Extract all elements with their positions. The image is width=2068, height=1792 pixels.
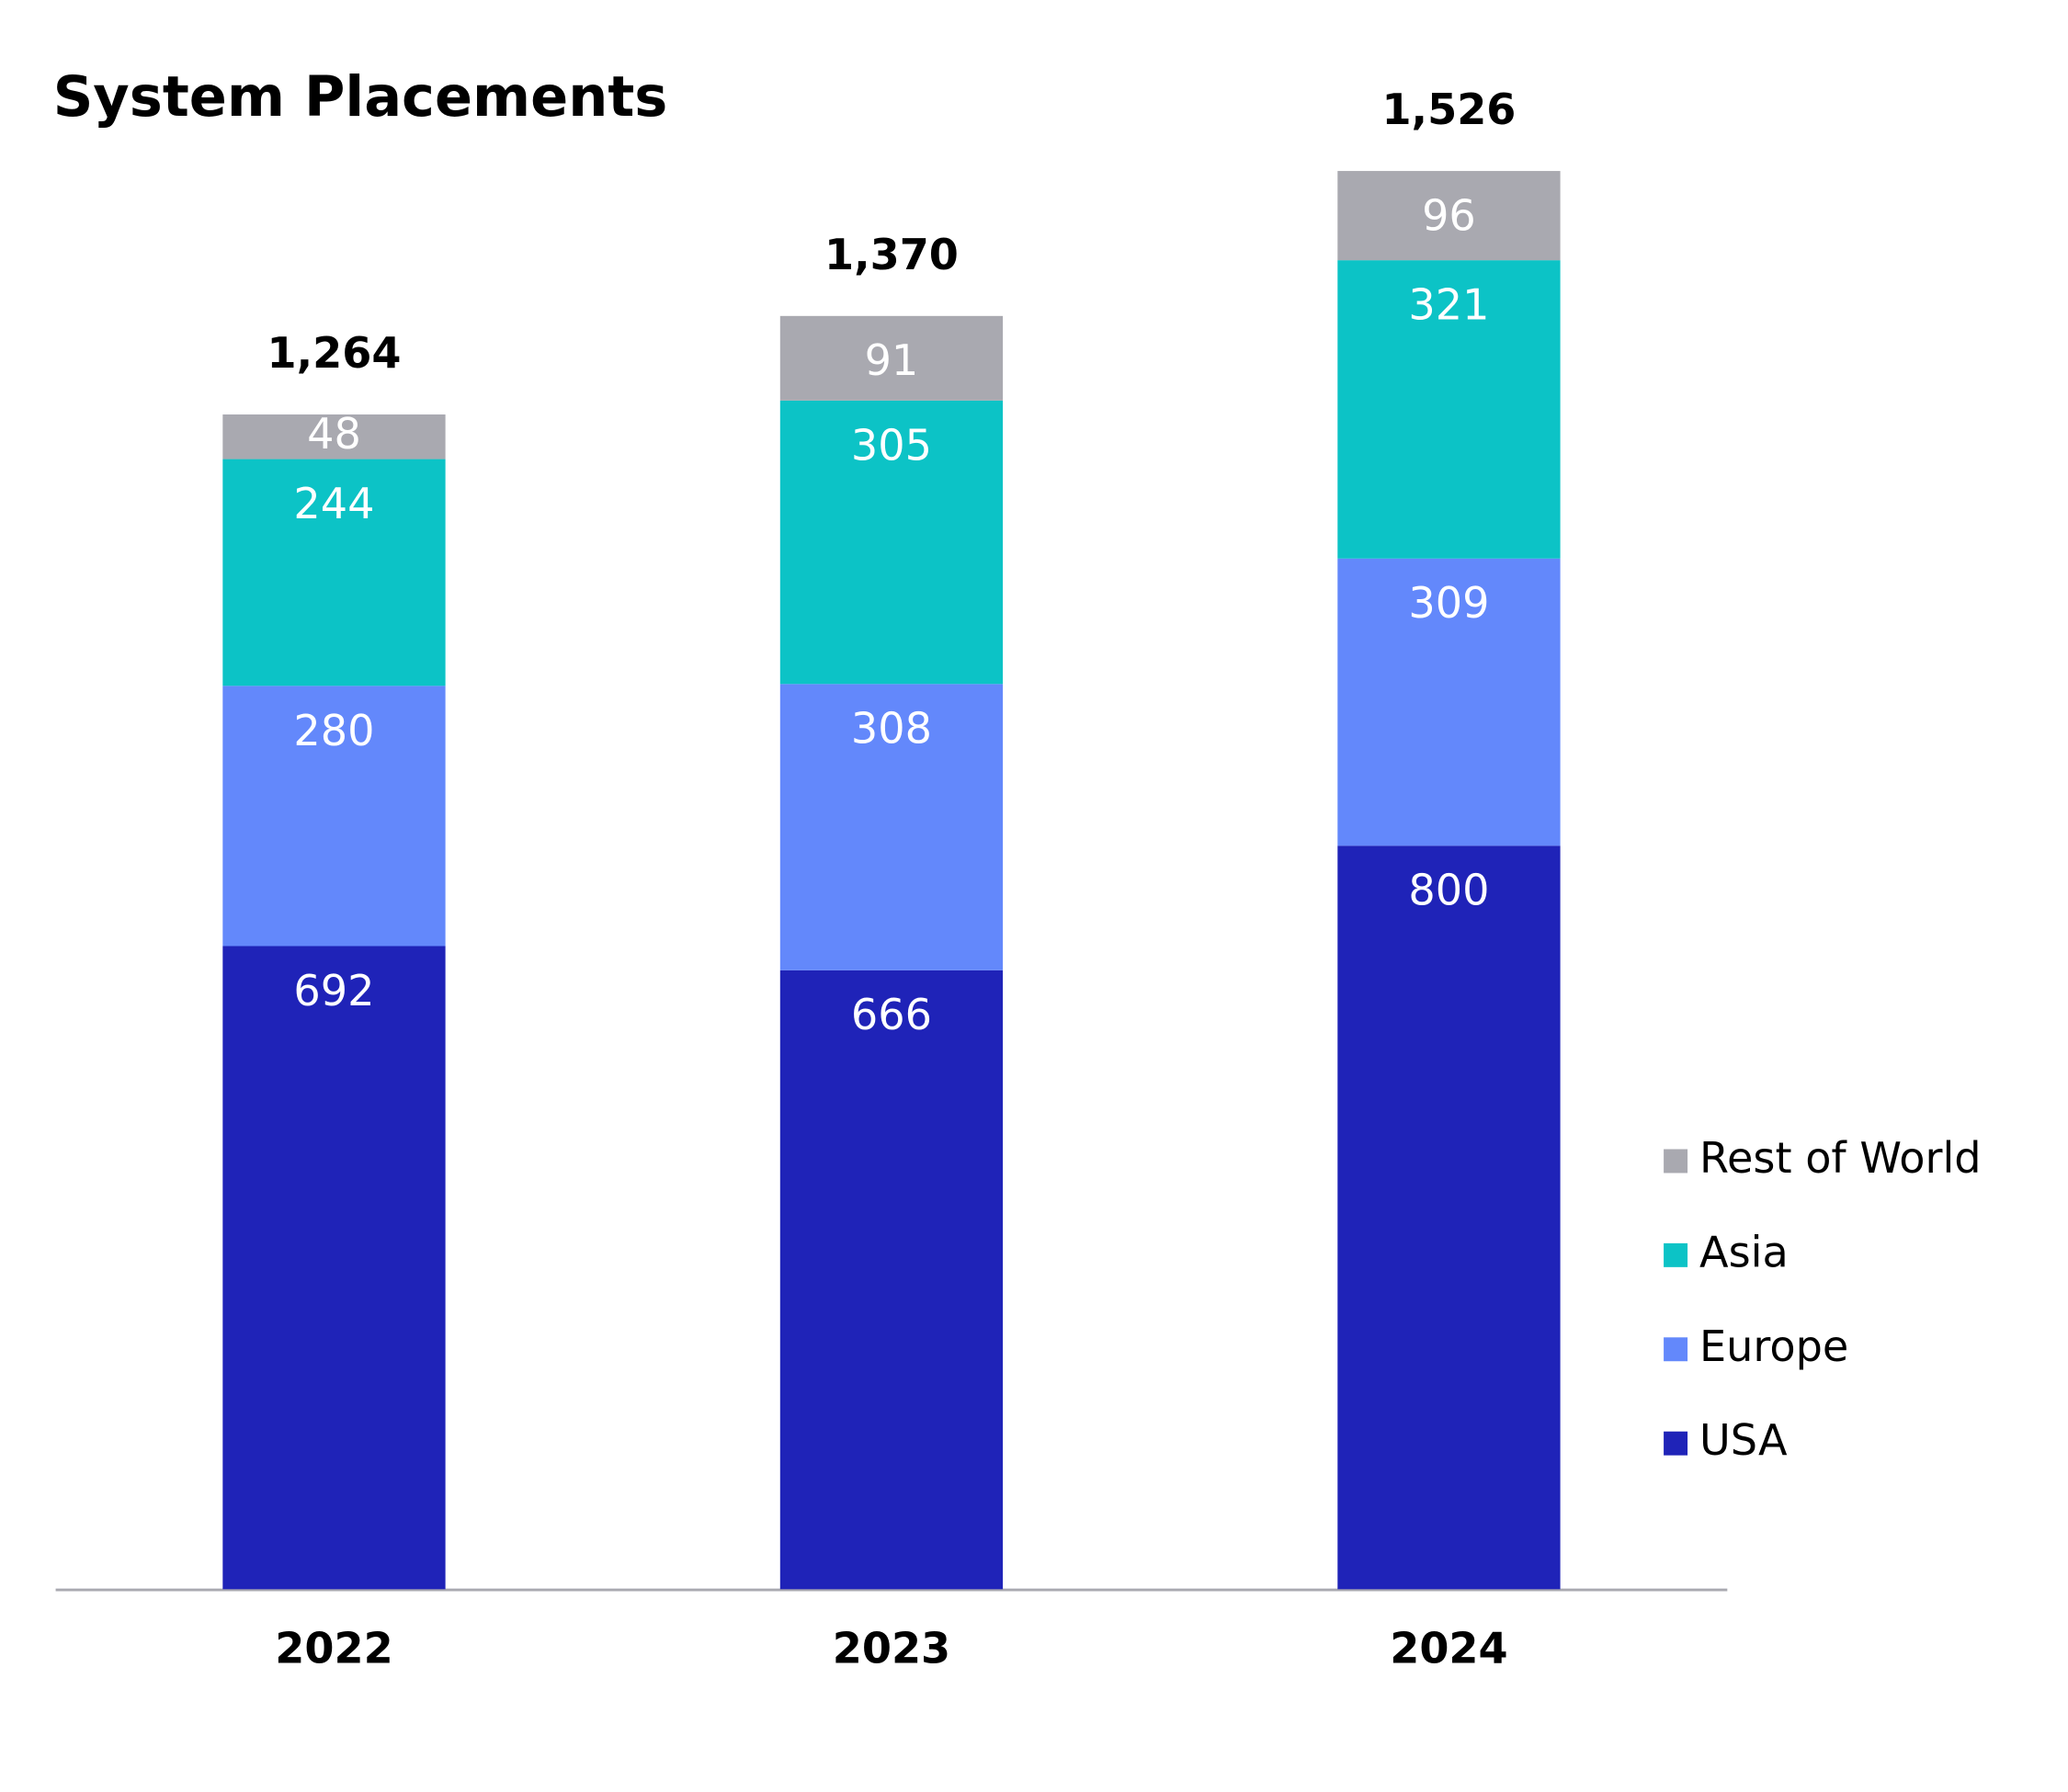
legend-label: Rest of World: [1699, 1133, 1982, 1183]
bar-segment: [1337, 171, 1561, 261]
bar-segment: [779, 970, 1004, 1590]
total-label: 1,526: [1381, 85, 1516, 134]
legend-swatch: [1664, 1337, 1688, 1362]
data-label: 48: [307, 409, 361, 459]
data-label: 96: [1422, 190, 1476, 240]
bar-segment: [1337, 845, 1561, 1590]
bar-segment: [222, 459, 446, 686]
bar-segment: [1337, 260, 1561, 559]
data-label: 309: [1408, 578, 1489, 628]
data-label: 321: [1408, 280, 1489, 330]
bar-segment: [222, 414, 446, 459]
bar-segment: [222, 686, 446, 947]
data-label: 244: [293, 479, 374, 528]
data-label: 308: [851, 704, 932, 754]
legend-swatch: [1664, 1242, 1688, 1267]
data-label: 305: [851, 420, 932, 470]
bar-segment: [779, 684, 1004, 970]
data-label: 692: [293, 966, 374, 1015]
data-label: 280: [293, 706, 374, 755]
x-tick-label: 2022: [275, 1624, 392, 1673]
legend-label: Asia: [1699, 1227, 1789, 1276]
total-label: 1,370: [824, 230, 959, 279]
legend-label: USA: [1699, 1415, 1788, 1465]
legend-swatch: [1664, 1149, 1688, 1174]
legend-swatch: [1664, 1431, 1688, 1456]
data-label: 91: [865, 335, 919, 385]
legend-label: Europe: [1699, 1321, 1848, 1371]
x-tick-label: 2023: [833, 1624, 950, 1673]
bar-segment: [779, 400, 1004, 685]
bar-segment: [1337, 558, 1561, 846]
chart-title: System Placements: [53, 65, 668, 130]
bar-segment: [779, 315, 1004, 401]
x-tick-label: 2024: [1390, 1624, 1507, 1673]
data-label: 666: [851, 990, 932, 1039]
bar-segment: [222, 946, 446, 1590]
total-label: 1,264: [267, 328, 401, 378]
data-label: 800: [1408, 866, 1489, 915]
